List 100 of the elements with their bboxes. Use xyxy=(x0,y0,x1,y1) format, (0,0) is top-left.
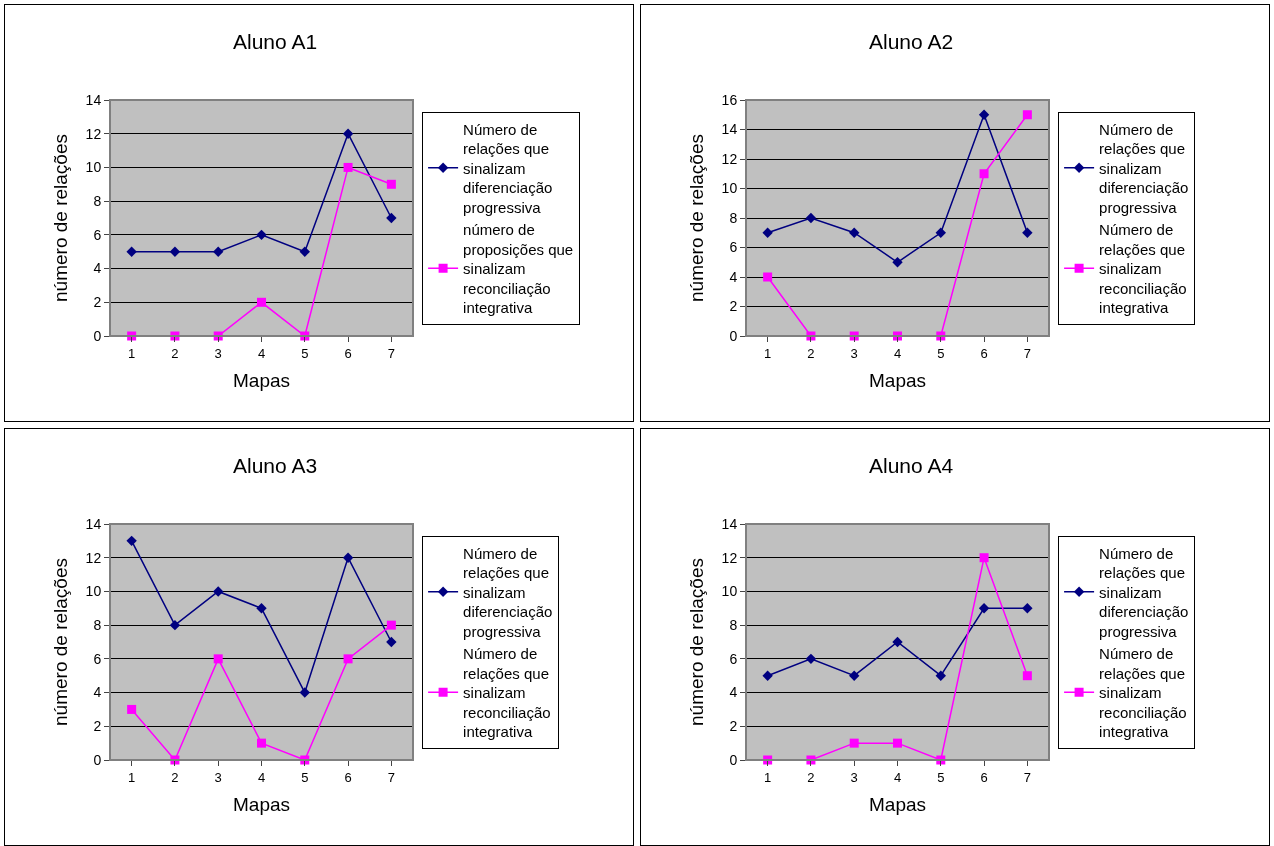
chart-title: Aluno A2 xyxy=(869,29,954,53)
point xyxy=(169,246,181,257)
x-tick-label: 5 xyxy=(937,769,945,785)
x-tick-label: 1 xyxy=(128,769,136,785)
point xyxy=(935,227,946,238)
chart-title: Aluno A3 xyxy=(233,453,318,477)
point xyxy=(979,169,989,179)
point xyxy=(257,738,266,748)
x-tick-label: 7 xyxy=(387,345,395,361)
y-axis-title: número de relações xyxy=(50,134,72,302)
y-tick-label: 6 xyxy=(93,226,102,243)
x-tick-label: 7 xyxy=(1023,769,1031,785)
point xyxy=(126,246,137,257)
x-tick-label: 2 xyxy=(807,345,815,361)
point xyxy=(342,552,354,563)
point xyxy=(213,586,224,597)
y-tick-label: 6 xyxy=(729,650,738,667)
x-tick-label: 5 xyxy=(937,345,945,361)
y-tick-label: 4 xyxy=(729,268,738,285)
x-tick-label: 4 xyxy=(893,345,902,361)
x-tick-label: 3 xyxy=(850,769,858,785)
y-tick-label: 10 xyxy=(85,583,102,600)
y-tick-label: 10 xyxy=(721,583,738,600)
legend-label: Número de relações que sinalizam reconciliação integrativa xyxy=(1099,221,1187,317)
point xyxy=(257,297,266,307)
x-axis-title: Mapas xyxy=(232,794,291,816)
y-tick-label: 8 xyxy=(93,193,102,210)
y-tick-label: 14 xyxy=(721,515,738,532)
y-tick-label: 12 xyxy=(85,125,102,142)
y-tick-label: 10 xyxy=(85,159,102,176)
y-axis-title: número de relações xyxy=(686,134,708,302)
y-tick-label: 0 xyxy=(93,751,102,768)
chart-title: Aluno A1 xyxy=(233,29,318,53)
y-tick-label: 6 xyxy=(93,650,102,667)
y-tick-label: 4 xyxy=(729,684,738,701)
point xyxy=(386,636,397,648)
x-tick-label: 1 xyxy=(128,345,136,361)
y-tick-label: 6 xyxy=(729,239,738,256)
x-tick-label: 6 xyxy=(344,345,352,361)
y-tick-label: 4 xyxy=(93,684,102,701)
point xyxy=(893,738,902,748)
y-tick-label: 2 xyxy=(93,294,102,311)
point xyxy=(169,619,181,631)
point xyxy=(978,603,990,614)
point xyxy=(386,212,397,224)
point xyxy=(892,257,903,268)
legend-label: Número de relações que sinalizam reconciliação integrativa xyxy=(1099,645,1187,741)
y-tick-label: 0 xyxy=(93,327,102,344)
x-tick-label: 7 xyxy=(1023,345,1031,361)
y-tick-label: 4 xyxy=(93,260,102,277)
point xyxy=(1022,671,1032,681)
y-tick-label: 0 xyxy=(729,751,738,768)
x-tick-label: 7 xyxy=(387,769,395,785)
point xyxy=(805,653,817,665)
point xyxy=(213,654,223,664)
x-tick-label: 6 xyxy=(980,345,988,361)
point xyxy=(1022,227,1033,238)
point xyxy=(299,246,310,257)
x-tick-label: 2 xyxy=(171,345,179,361)
point xyxy=(892,636,903,648)
point xyxy=(386,620,396,630)
y-tick-label: 12 xyxy=(721,150,738,167)
y-tick-label: 8 xyxy=(93,617,102,634)
y-tick-label: 14 xyxy=(85,91,102,108)
point xyxy=(1022,110,1032,120)
x-tick-label: 5 xyxy=(301,769,309,785)
point xyxy=(762,670,773,681)
y-tick-label: 2 xyxy=(93,718,102,735)
legend-label: Número de relações que sinalizam diferenciação progressiva xyxy=(463,544,553,640)
point xyxy=(978,109,990,120)
point xyxy=(849,738,859,748)
x-tick-label: 3 xyxy=(214,769,222,785)
point xyxy=(849,670,860,681)
point xyxy=(979,553,989,563)
y-tick-label: 12 xyxy=(85,549,102,566)
y-tick-label: 16 xyxy=(721,91,738,108)
legend-label: número de proposições que sinalizam reconciliação integrativa xyxy=(463,221,574,317)
x-tick-label: 6 xyxy=(980,769,988,785)
x-tick-label: 3 xyxy=(850,345,858,361)
x-tick-label: 6 xyxy=(344,769,352,785)
point xyxy=(299,687,310,698)
y-tick-label: 2 xyxy=(729,298,738,315)
x-tick-label: 2 xyxy=(807,769,815,785)
x-tick-label: 4 xyxy=(257,769,266,785)
point xyxy=(343,654,353,664)
point xyxy=(127,704,137,714)
x-axis-title: Mapas xyxy=(868,794,927,816)
y-axis-title: número de relações xyxy=(686,558,708,726)
y-tick-label: 10 xyxy=(721,180,738,197)
point xyxy=(213,246,224,257)
x-tick-label: 4 xyxy=(257,345,266,361)
point xyxy=(849,227,860,238)
y-tick-label: 8 xyxy=(729,617,738,634)
point xyxy=(342,128,354,139)
x-tick-label: 5 xyxy=(301,345,309,361)
x-tick-label: 1 xyxy=(764,769,772,785)
point xyxy=(126,535,137,547)
point xyxy=(763,272,773,282)
x-tick-label: 1 xyxy=(764,345,772,361)
chart-title: Aluno A4 xyxy=(869,453,954,477)
